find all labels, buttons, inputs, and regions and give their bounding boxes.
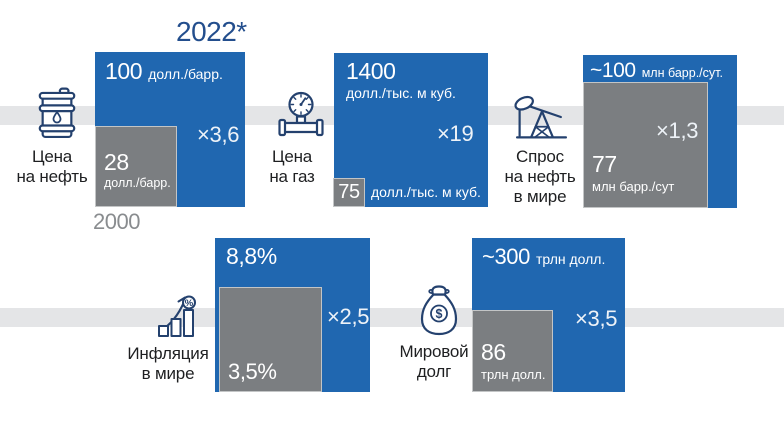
value-2022-world-debt: ~300 трлн долл.: [482, 244, 606, 269]
unit-2000-gas-price: долл./тыс. м куб.: [371, 184, 481, 200]
year-label-2022: 2022*: [176, 16, 247, 47]
metric-label-gas-price: Цена на газ: [269, 147, 315, 186]
metric-label-inflation: Инфляция в мире: [127, 344, 209, 383]
oil-barrel-icon: [35, 86, 79, 142]
value-2000-world-debt: 86 трлн долл.: [481, 339, 546, 382]
square-2000-oil-demand: [583, 82, 708, 208]
value-2000-oil-demand: 77 млн барр./сут: [592, 151, 675, 194]
unit-2022-gas-price: долл./тыс. м куб.: [346, 85, 456, 101]
multiplier-world-debt: ×3,5: [575, 306, 618, 331]
money-bag-icon: $: [417, 283, 461, 338]
metric-label-oil-demand: Спрос на нефть в мире: [504, 147, 576, 206]
multiplier-gas-price: ×19: [437, 121, 474, 146]
square-2000-gas-price: 75: [333, 178, 365, 207]
background-band-bottom: [0, 308, 784, 327]
square-2000-inflation: [219, 287, 322, 392]
gas-gauge-icon: [277, 89, 325, 141]
value-2022-oil-price: 100 долл./барр.: [105, 58, 223, 84]
square-2000-oil-price: [95, 126, 177, 207]
year-label-2000: 2000: [93, 209, 140, 234]
value-2000-inflation: 3,5%: [228, 359, 277, 384]
metric-label-world-debt: Мировой долг: [399, 342, 469, 381]
svg-text:%: %: [185, 298, 194, 309]
multiplier-inflation: ×2,5: [327, 304, 370, 329]
multiplier-oil-price: ×3,6: [197, 122, 240, 147]
inflation-icon: %: [153, 288, 201, 341]
value-2022-inflation: 8,8%: [226, 243, 277, 269]
metric-label-oil-price: Цена на нефть: [16, 147, 88, 186]
value-2022-gas-price: 1400: [346, 58, 396, 84]
square-2000-world-debt: [472, 310, 553, 392]
value-2000-gas-price: 75: [338, 181, 360, 203]
value-2000-oil-price: 28 долл./барр.: [104, 149, 171, 190]
svg-text:$: $: [436, 307, 443, 321]
pump-jack-icon: [513, 92, 570, 141]
value-2022-oil-demand: ~100 млн барр./сут.: [590, 59, 723, 82]
multiplier-oil-demand: ×1,3: [656, 118, 699, 143]
